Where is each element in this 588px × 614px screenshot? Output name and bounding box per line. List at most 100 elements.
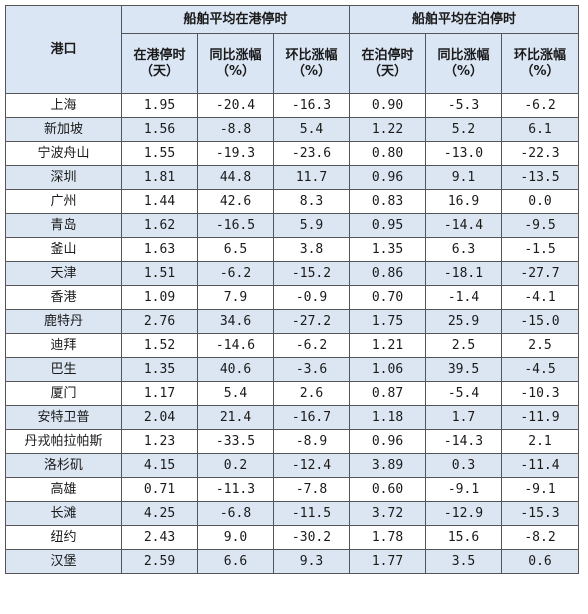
port-name-cell: 鹿特丹 xyxy=(5,309,122,334)
port-name-cell: 迪拜 xyxy=(5,333,122,358)
value-cell: 2.59 xyxy=(121,549,198,574)
value-cell: 44.8 xyxy=(197,165,274,190)
column-header-port-stay-mom: 环比涨幅 （%） xyxy=(273,33,350,94)
table-row: 汉堡 2.59 6.6 9.3 1.77 3.5 0.6 xyxy=(5,549,579,574)
value-cell: -15.0 xyxy=(501,309,579,334)
table-row: 巴生 1.35 40.6 -3.6 1.06 39.5 -4.5 xyxy=(5,357,579,382)
table-row: 深圳 1.81 44.8 11.7 0.96 9.1 -13.5 xyxy=(5,165,579,190)
value-cell: -14.6 xyxy=(197,333,274,358)
value-cell: -6.8 xyxy=(197,501,274,526)
port-name-cell: 青岛 xyxy=(5,213,122,238)
port-name-cell: 上海 xyxy=(5,93,122,118)
table-row: 鹿特丹 2.76 34.6 -27.2 1.75 25.9 -15.0 xyxy=(5,309,579,334)
value-cell: -12.4 xyxy=(273,453,350,478)
group-header-port-stay: 船舶平均在港停时 xyxy=(121,5,350,34)
column-header-line2: （%） xyxy=(443,63,484,79)
value-cell: -19.3 xyxy=(197,141,274,166)
value-cell: 1.77 xyxy=(349,549,426,574)
value-cell: 0.87 xyxy=(349,381,426,406)
table-row: 釜山 1.63 6.5 3.8 1.35 6.3 -1.5 xyxy=(5,237,579,262)
value-cell: 1.95 xyxy=(121,93,198,118)
port-name-cell: 丹戎帕拉帕斯 xyxy=(5,429,122,454)
value-cell: 0.2 xyxy=(197,453,274,478)
value-cell: -8.9 xyxy=(273,429,350,454)
port-name-cell: 洛杉矶 xyxy=(5,453,122,478)
value-cell: 1.17 xyxy=(121,381,198,406)
port-name-cell: 广州 xyxy=(5,189,122,214)
table-row: 青岛 1.62 -16.5 5.9 0.95 -14.4 -9.5 xyxy=(5,213,579,238)
value-cell: -9.5 xyxy=(501,213,579,238)
column-header-line2: （%） xyxy=(520,63,560,79)
column-header-line1: 环比涨幅 xyxy=(285,47,338,63)
port-name-cell: 高雄 xyxy=(5,477,122,502)
value-cell: 5.2 xyxy=(425,117,502,142)
value-cell: -30.2 xyxy=(273,525,350,550)
port-name-cell: 深圳 xyxy=(5,165,122,190)
value-cell: -7.8 xyxy=(273,477,350,502)
table-row: 纽约 2.43 9.0 -30.2 1.78 15.6 -8.2 xyxy=(5,525,579,550)
value-cell: 6.5 xyxy=(197,237,274,262)
value-cell: 0.3 xyxy=(425,453,502,478)
value-cell: -6.2 xyxy=(501,93,579,118)
value-cell: -8.8 xyxy=(197,117,274,142)
table-body: 上海 1.95 -20.4 -16.3 0.90 -5.3 -6.2 新加坡 1.56 -8.8 5… xyxy=(5,93,579,574)
value-cell: 1.09 xyxy=(121,285,198,310)
table-row: 长滩 4.25 -6.8 -11.5 3.72 -12.9 -15.3 xyxy=(5,501,579,526)
value-cell: 0.96 xyxy=(349,429,426,454)
value-cell: -9.1 xyxy=(425,477,502,502)
value-cell: -1.4 xyxy=(425,285,502,310)
value-cell: 1.21 xyxy=(349,333,426,358)
port-name-cell: 釜山 xyxy=(5,237,122,262)
column-header-line1: 同比涨幅 xyxy=(209,47,262,63)
value-cell: 40.6 xyxy=(197,357,274,382)
value-cell: 1.75 xyxy=(349,309,426,334)
value-cell: -27.2 xyxy=(273,309,350,334)
table-row: 丹戎帕拉帕斯 1.23 -33.5 -8.9 0.96 -14.3 2.1 xyxy=(5,429,579,454)
port-name-cell: 汉堡 xyxy=(5,549,122,574)
value-cell: 21.4 xyxy=(197,405,274,430)
value-cell: 1.35 xyxy=(121,357,198,382)
value-cell: 1.55 xyxy=(121,141,198,166)
column-header-line1: 同比涨幅 xyxy=(437,47,490,63)
port-name-cell: 天津 xyxy=(5,261,122,286)
value-cell: 1.35 xyxy=(349,237,426,262)
column-header-line1: 在泊停时 xyxy=(361,47,414,63)
column-header-berth-stay-days: 在泊停时 （天） xyxy=(349,33,426,94)
value-cell: -11.4 xyxy=(501,453,579,478)
value-cell: 9.1 xyxy=(425,165,502,190)
value-cell: 1.56 xyxy=(121,117,198,142)
value-cell: 0.80 xyxy=(349,141,426,166)
value-cell: -13.0 xyxy=(425,141,502,166)
value-cell: 9.3 xyxy=(273,549,350,574)
table-header: 港口 船舶平均在港停时 船舶平均在泊停时 在港停时 （天） 同比涨幅 （%） 环… xyxy=(5,5,579,94)
value-cell: 2.6 xyxy=(273,381,350,406)
table-row: 上海 1.95 -20.4 -16.3 0.90 -5.3 -6.2 xyxy=(5,93,579,118)
value-cell: 0.96 xyxy=(349,165,426,190)
value-cell: -4.5 xyxy=(501,357,579,382)
table-row: 厦门 1.17 5.4 2.6 0.87 -5.4 -10.3 xyxy=(5,381,579,406)
column-header-line2: （%） xyxy=(215,63,256,79)
table-row: 新加坡 1.56 -8.8 5.4 1.22 5.2 6.1 xyxy=(5,117,579,142)
value-cell: 0.71 xyxy=(121,477,198,502)
value-cell: -23.6 xyxy=(273,141,350,166)
value-cell: 1.78 xyxy=(349,525,426,550)
value-cell: 0.6 xyxy=(501,549,579,574)
value-cell: -1.5 xyxy=(501,237,579,262)
value-cell: 8.3 xyxy=(273,189,350,214)
value-cell: 1.18 xyxy=(349,405,426,430)
table-row: 广州 1.44 42.6 8.3 0.83 16.9 0.0 xyxy=(5,189,579,214)
port-column-header: 港口 xyxy=(5,5,122,94)
table-row: 天津 1.51 -6.2 -15.2 0.86 -18.1 -27.7 xyxy=(5,261,579,286)
value-cell: 3.8 xyxy=(273,237,350,262)
value-cell: -0.9 xyxy=(273,285,350,310)
value-cell: 7.9 xyxy=(197,285,274,310)
table-row: 高雄 0.71 -11.3 -7.8 0.60 -9.1 -9.1 xyxy=(5,477,579,502)
value-cell: 1.7 xyxy=(425,405,502,430)
value-cell: 1.44 xyxy=(121,189,198,214)
value-cell: 9.0 xyxy=(197,525,274,550)
column-header-line2: （天） xyxy=(139,63,179,79)
value-cell: 4.15 xyxy=(121,453,198,478)
value-cell: 0.90 xyxy=(349,93,426,118)
value-cell: -5.4 xyxy=(425,381,502,406)
value-cell: -16.7 xyxy=(273,405,350,430)
